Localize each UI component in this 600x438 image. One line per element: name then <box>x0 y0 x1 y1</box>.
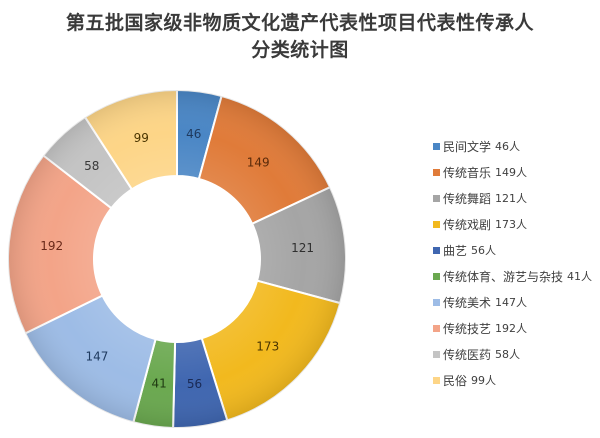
donut-data-label: 147 <box>86 349 109 363</box>
legend-item-folk-custom: 民俗 99人 <box>433 367 592 393</box>
legend-swatch-icon <box>433 298 440 306</box>
legend-swatch-icon <box>433 142 440 150</box>
donut-slice-shading <box>85 90 177 190</box>
donut-slice-shading <box>8 155 112 334</box>
legend-value: 192人 <box>495 322 528 335</box>
legend-item-quyi: 曲艺 56人 <box>433 237 592 263</box>
legend-label: 民间文学 <box>443 139 492 154</box>
legend-value: 149人 <box>495 166 528 179</box>
donut-data-label: 99 <box>134 131 149 145</box>
legend-value: 41人 <box>567 270 593 283</box>
legend-label: 民俗 <box>443 373 468 388</box>
chart-title-line-1: 第五批国家级非物质文化遗产代表性项目代表性传承人 <box>65 12 534 34</box>
donut-slice-shading <box>25 295 156 423</box>
legend-item-folk-literature: 民间文学 46人 <box>433 133 592 159</box>
legend-item-sports-acrobatics: 传统体育、游艺与杂技 41人 <box>433 263 592 289</box>
donut-data-label: 121 <box>291 241 314 255</box>
donut-shading <box>8 90 346 428</box>
legend-item-traditional-medicine: 传统医药 58人 <box>433 341 592 367</box>
legend-swatch-icon <box>433 246 440 254</box>
donut-slice-shading <box>177 90 222 179</box>
legend-swatch-icon <box>433 350 440 358</box>
legend-item-traditional-opera: 传统戏剧 173人 <box>433 211 592 237</box>
legend-value: 147人 <box>495 296 528 309</box>
legend-item-traditional-craft: 传统技艺 192人 <box>433 315 592 341</box>
donut-data-label: 56 <box>187 377 202 391</box>
legend-value: 46人 <box>495 140 521 153</box>
chart-title-line-2: 分类统计图 <box>251 39 349 61</box>
legend-value: 56人 <box>471 244 497 257</box>
legend-swatch-icon <box>433 168 440 176</box>
legend-item-traditional-music: 传统音乐 149人 <box>433 159 592 185</box>
donut-data-label: 149 <box>247 156 270 170</box>
legend-label: 传统戏剧 <box>443 217 492 232</box>
donut-data-labels: 46 149 121 173 56 41 147 192 58 99 <box>40 127 314 391</box>
legend-value: 99人 <box>471 374 497 387</box>
donut-data-label: 192 <box>40 239 63 253</box>
donut-slice-shading <box>198 95 331 224</box>
chart-legend: 民间文学 46人 传统音乐 149人 传统舞蹈 121人 传统戏剧 173人 曲… <box>433 133 592 393</box>
legend-swatch-icon <box>433 324 440 332</box>
donut-slice-shading <box>133 339 176 428</box>
legend-label: 曲艺 <box>443 243 468 258</box>
donut-data-label: 58 <box>84 159 99 173</box>
legend-swatch-icon <box>433 220 440 228</box>
legend-value: 173人 <box>495 218 528 231</box>
legend-label: 传统技艺 <box>443 321 492 336</box>
donut-data-label: 46 <box>186 127 201 141</box>
legend-swatch-icon <box>433 272 440 280</box>
donut-slice-shading <box>43 117 132 209</box>
donut-slice-shading <box>173 338 228 428</box>
legend-value: 121人 <box>495 192 528 205</box>
legend-swatch-icon <box>433 376 440 384</box>
legend-label: 传统医药 <box>443 347 492 362</box>
legend-label: 传统体育、游艺与杂技 <box>443 269 564 284</box>
legend-label: 传统音乐 <box>443 165 492 180</box>
donut-data-label: 41 <box>151 377 166 391</box>
legend-label: 传统舞蹈 <box>443 191 492 206</box>
legend-item-traditional-art: 传统美术 147人 <box>433 289 592 315</box>
legend-value: 58人 <box>495 348 521 361</box>
legend-swatch-icon <box>433 194 440 202</box>
legend-item-traditional-dance: 传统舞蹈 121人 <box>433 185 592 211</box>
donut-data-label: 173 <box>256 339 279 353</box>
donut-slice-shading <box>201 280 341 421</box>
legend-label: 传统美术 <box>443 295 492 310</box>
donut-slice-shading <box>252 187 346 304</box>
